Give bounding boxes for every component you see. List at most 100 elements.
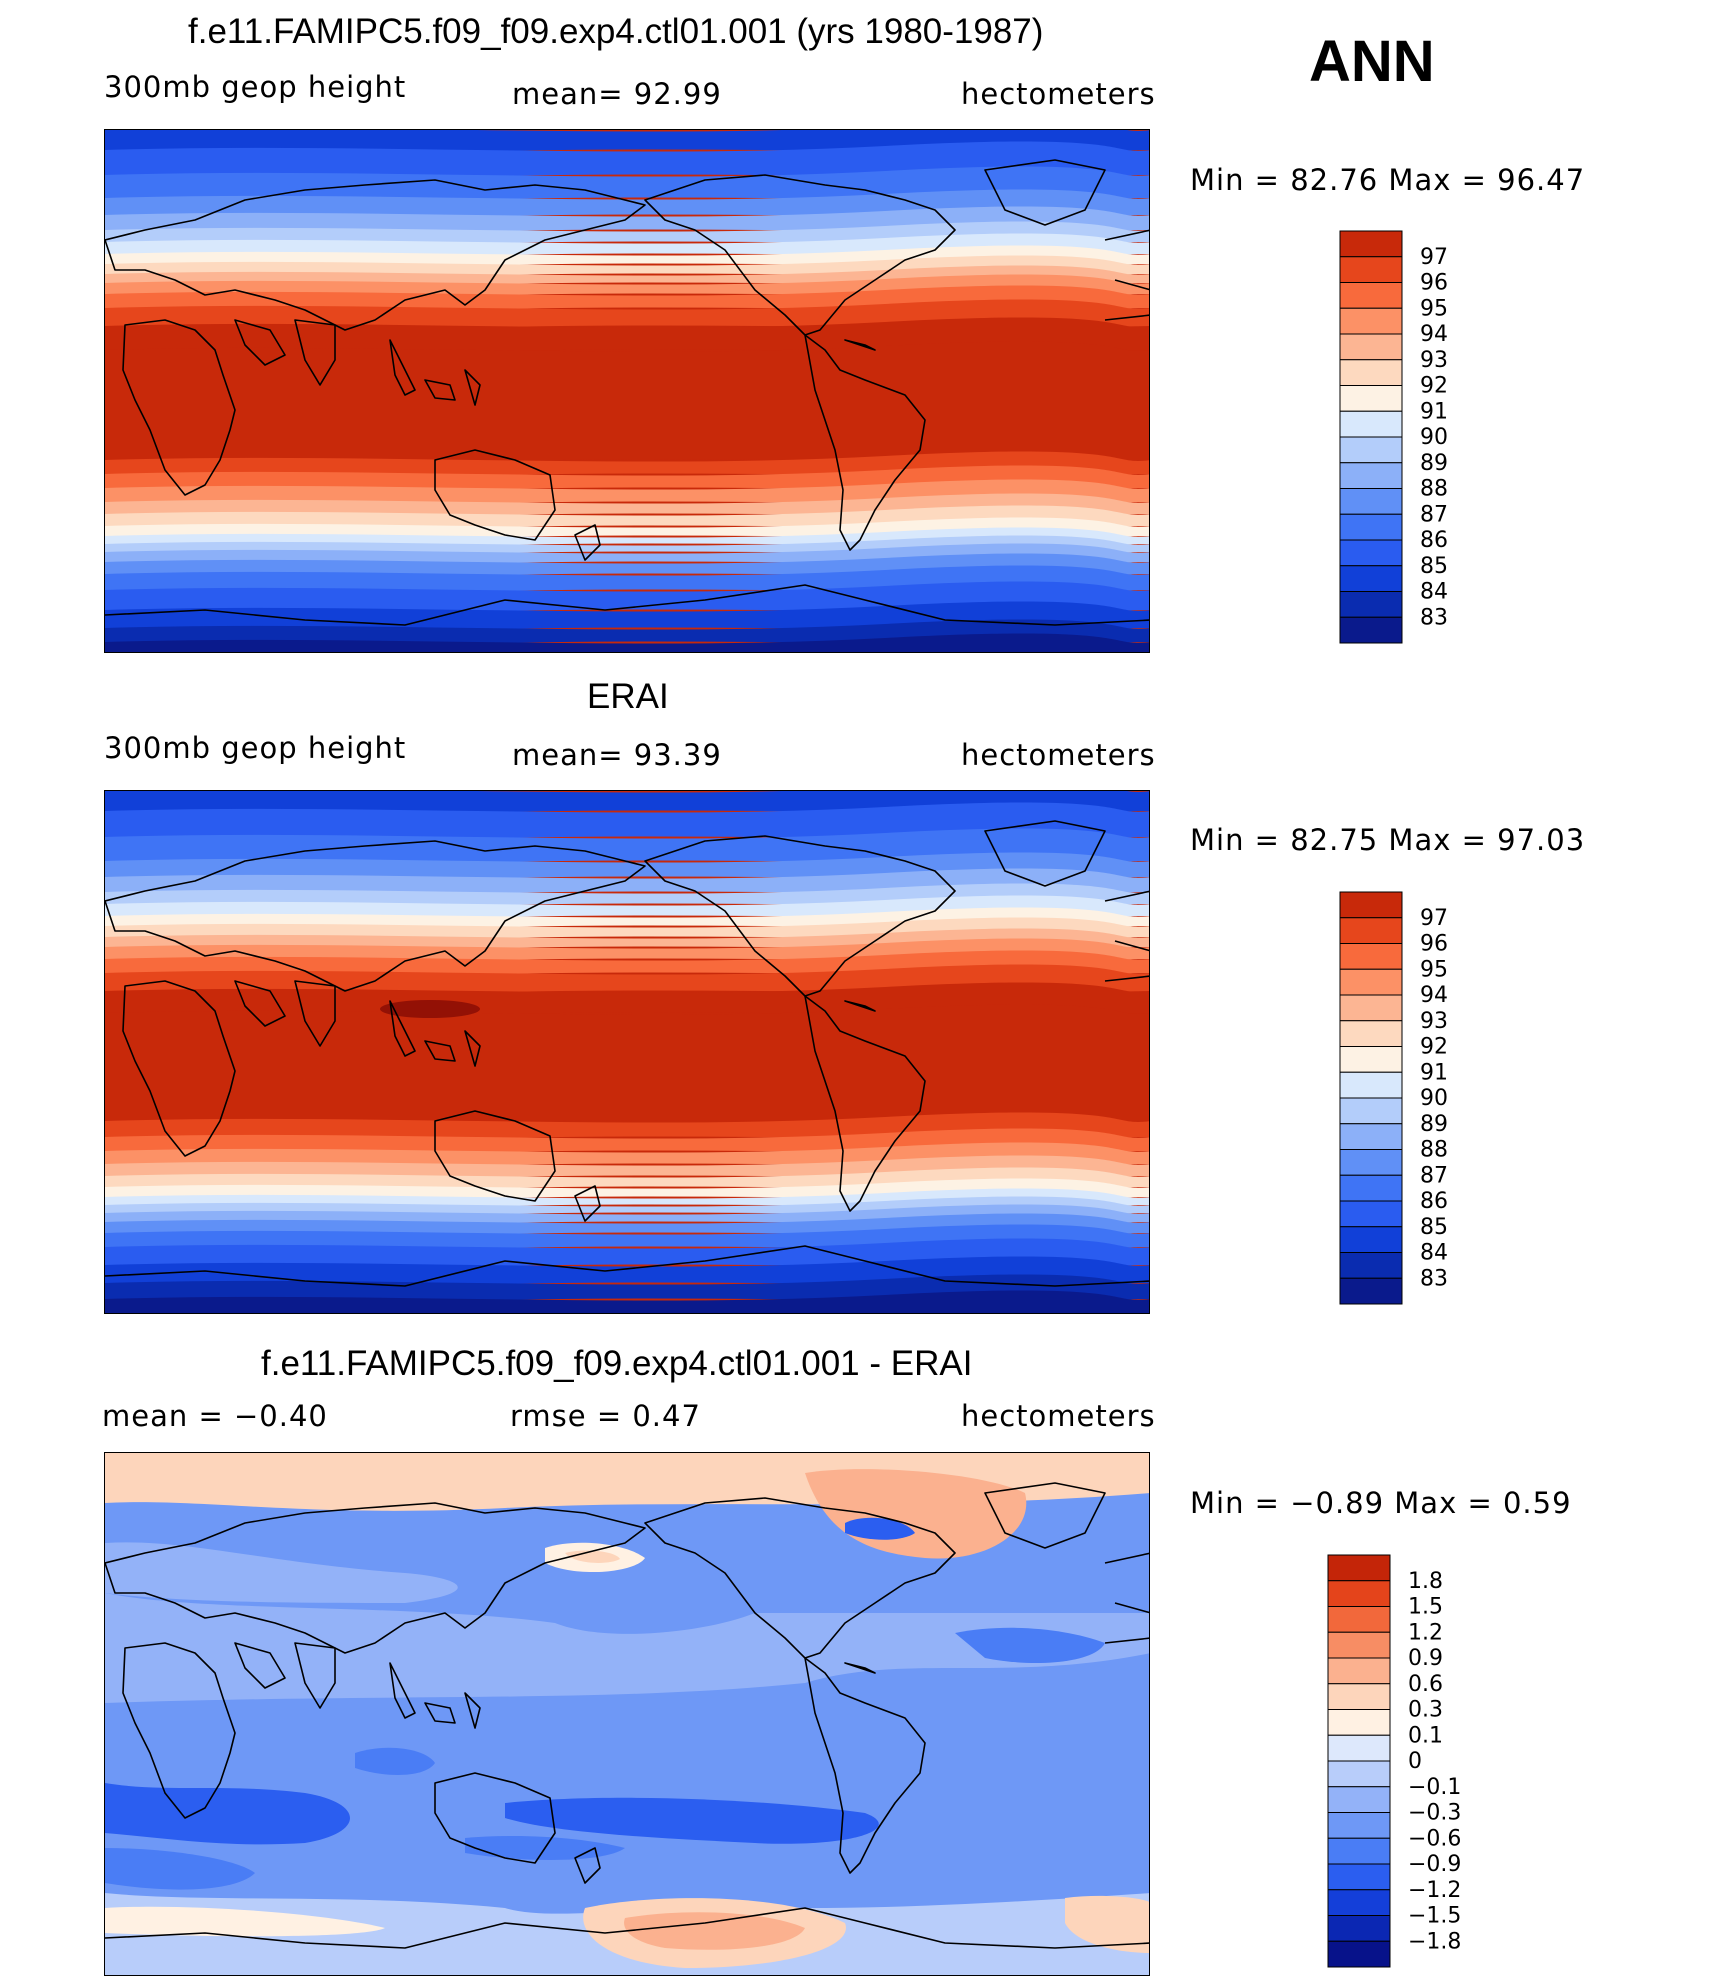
panel-2-colorbar-tick-label-6: 91 [1420, 1060, 1448, 1085]
panel-1-colorbar-tick-label-2: 95 [1420, 296, 1448, 321]
panel-3-colorbar-tick-label-6: 0.1 [1408, 1723, 1443, 1748]
panel-1-colorbar-swatch-11 [1339, 513, 1403, 541]
panel-2-colorbar-swatch-4 [1339, 994, 1403, 1022]
panel-1-colorbar-swatch-5 [1339, 359, 1403, 386]
panel-1-colorbar-swatch-3 [1339, 307, 1403, 335]
coastline-3 [389, 1000, 481, 1067]
coastlines [105, 1482, 1149, 1949]
coastline-4 [434, 1110, 556, 1202]
panel-2-colorbar-swatch-5 [1339, 1020, 1403, 1047]
panel-3-rmse-label: rmse = 0.47 [510, 1399, 701, 1433]
panel-1-colorbar-swatch-0 [1339, 230, 1403, 258]
coastline-4 [434, 449, 556, 541]
coastline-2 [234, 1642, 336, 1709]
panel-2-colorbar-swatch-3 [1339, 968, 1403, 996]
panel-1-colorbar-tick-label-14: 83 [1420, 605, 1448, 630]
panel-1-colorbar-tick-label-6: 91 [1420, 399, 1448, 424]
panel-3-colorbar-swatch-12 [1327, 1863, 1391, 1891]
panel-2-colorbar-tick-label-3: 94 [1420, 983, 1448, 1008]
panel-3-units-label: hectometers [961, 1399, 1156, 1433]
season-label: ANN [1309, 29, 1435, 94]
panel-1-units-label: hectometers [961, 77, 1156, 111]
panel-3-colorbar-tick-label-8: −0.1 [1408, 1775, 1461, 1800]
panel-1-variable-label: 300mb geop height [104, 70, 407, 104]
coastline-5 [574, 1185, 601, 1222]
panel-3-colorbar-tick-label-5: 0.3 [1408, 1698, 1443, 1723]
coastline-7 [984, 159, 1106, 226]
panel-1-colorbar-swatch-1 [1339, 256, 1403, 283]
coastline-9 [844, 1000, 876, 1012]
coastlines [105, 820, 1149, 1287]
panel-3-anomaly-region-5 [105, 1593, 1149, 1703]
panel-1-title: f.e11.FAMIPC5.f09_f09.exp4.ctl01.001 (yr… [188, 12, 1044, 51]
panel-1-colorbar-tick-label-4: 93 [1420, 348, 1448, 373]
panel-1-contour-field [105, 130, 1149, 652]
panel-3-anomaly-region-10 [105, 1848, 255, 1890]
panel-2-colorbar-swatch-9 [1339, 1123, 1403, 1150]
panel-1-band-14 [105, 341, 1149, 471]
panel-3-colorbar-swatch-5 [1327, 1683, 1391, 1710]
panel-3-map [104, 1452, 1150, 1976]
panel-1-colorbar-tick-label-11: 86 [1420, 528, 1448, 553]
panel-2-units-label: hectometers [961, 738, 1156, 772]
coastline-7 [984, 820, 1106, 887]
panel-2-colorbar-swatch-6 [1339, 1046, 1403, 1073]
panel-3-colorbar-swatch-15 [1327, 1940, 1391, 1968]
panel-3-anomaly-region-15 [624, 1912, 805, 1950]
panel-2-colorbar-swatch-11 [1339, 1174, 1403, 1202]
coastline-7 [984, 1482, 1106, 1549]
coastline-8 [804, 334, 926, 551]
panel-3-contour-field [105, 1453, 1149, 1975]
panel-2-map [104, 790, 1150, 1314]
coastline-1 [105, 179, 646, 331]
coastline-6 [644, 1497, 956, 1659]
panel-2-colorbar-tick-label-9: 88 [1420, 1138, 1448, 1163]
panel-2-max-blob [380, 1000, 480, 1018]
panel-3-colorbar-tick-label-12: −1.2 [1408, 1878, 1461, 1903]
panel-3-anomaly-region-8 [505, 1797, 879, 1844]
panel-3-colorbar-swatch-7 [1327, 1734, 1391, 1762]
panel-1-colorbar-swatch-14 [1339, 591, 1403, 618]
coastline-6 [644, 174, 956, 336]
panel-3-colorbar-tick-label-11: −0.9 [1408, 1852, 1461, 1877]
coastline-10 [105, 1245, 1149, 1287]
panel-2-colorbar-tick-label-10: 87 [1420, 1163, 1448, 1188]
panel-3-colorbar-swatch-10 [1327, 1812, 1391, 1839]
panel-2-colorbar-tick-label-14: 83 [1420, 1266, 1448, 1291]
panel-3-anomaly-region-4 [105, 1542, 458, 1603]
panel-1-colorbar-swatch-9 [1339, 462, 1403, 489]
coastlines [105, 159, 1149, 626]
coastline-2 [234, 980, 336, 1047]
panel-1-colorbar-tick-label-7: 90 [1420, 425, 1448, 450]
panel-1-colorbar-swatch-12 [1339, 539, 1403, 567]
panel-1-colorbar-tick-label-1: 96 [1420, 271, 1448, 296]
panel-2-colorbar-swatch-7 [1339, 1071, 1403, 1099]
coastline-0 [122, 980, 236, 1157]
panel-1-band-29 [105, 633, 1149, 652]
panel-3-anomaly-region-11 [955, 1627, 1105, 1663]
coastline-5 [574, 524, 601, 561]
panel-3-colorbar-swatch-8 [1327, 1760, 1391, 1788]
panel-2-minmax: Min = 82.75 Max = 97.03 [1190, 823, 1586, 857]
panel-2-colorbar-swatch-12 [1339, 1200, 1403, 1228]
panel-3-colorbar-swatch-14 [1327, 1915, 1391, 1942]
panel-2-colorbar-tick-label-7: 90 [1420, 1086, 1448, 1111]
panel-1-colorbar-tick-label-5: 92 [1420, 374, 1448, 399]
coastline-5 [574, 1847, 601, 1884]
panel-1-colorbar-tick-label-12: 85 [1420, 554, 1448, 579]
panel-3-colorbar-swatch-3 [1327, 1631, 1391, 1659]
panel-3-minmax: Min = −0.89 Max = 0.59 [1190, 1486, 1572, 1520]
panel-3-colorbar-swatch-6 [1327, 1709, 1391, 1736]
panel-1-colorbar-swatch-13 [1339, 565, 1403, 592]
panel-1-colorbar-swatch-15 [1339, 616, 1403, 644]
coastline-9 [844, 1662, 876, 1674]
panel-2-colorbar-tick-label-0: 97 [1420, 906, 1448, 931]
panel-3-title: f.e11.FAMIPC5.f09_f09.exp4.ctl01.001 - E… [261, 1344, 973, 1383]
panel-3-anomaly-region-17 [1065, 1895, 1149, 1953]
panel-3-anomaly-region-16 [105, 1906, 385, 1937]
panel-3-colorbar-tick-label-7: 0 [1408, 1749, 1422, 1774]
panel-1-colorbar-swatch-6 [1339, 385, 1403, 412]
panel-1-mean-label: mean= 92.99 [512, 77, 722, 111]
panel-3-anomaly-region-3 [565, 1550, 620, 1563]
panel-2-colorbar-tick-label-4: 93 [1420, 1009, 1448, 1034]
